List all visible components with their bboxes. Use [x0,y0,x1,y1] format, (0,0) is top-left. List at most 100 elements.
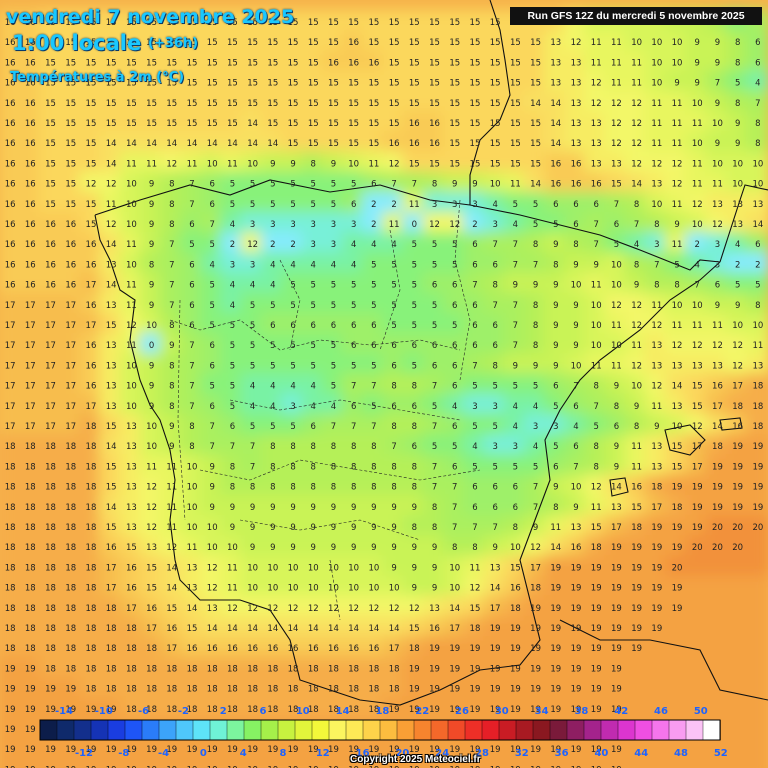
temperature-cell [159,171,184,196]
grid-value: 2 [735,260,740,270]
temperature-cell [685,171,710,196]
grid-value: 5 [290,341,295,351]
grid-value: 19 [591,604,602,614]
grid-value: 15 [368,18,379,28]
temperature-cell [220,30,245,55]
grid-value: 17 [45,301,56,311]
grid-value: 20 [732,523,743,533]
temperature-cell [483,434,508,459]
temperature-cell [361,312,386,338]
temperature-cell [240,413,265,439]
temperature-cell [179,90,205,115]
temperature-cell [78,110,104,136]
grid-value: 9 [735,139,740,149]
temperature-cell [18,232,43,257]
grid-value: 7 [452,503,457,513]
temperature-cell [503,333,528,358]
temperature-cell [139,171,164,196]
grid-value: 5 [209,281,214,291]
legend-label-bottom: 0 [200,748,207,759]
temperature-cell [341,211,366,237]
temperature-cell [382,413,407,439]
temperature-cell [179,292,205,317]
temperature-cell [179,232,205,257]
grid-value: 7 [492,240,497,250]
temperature-cell [705,373,730,398]
grid-value: 18 [45,664,56,674]
grid-value: 16 [5,180,16,190]
grid-value: 5 [452,240,457,250]
temperature-cell [361,333,386,358]
legend-label-top: -10 [95,706,113,717]
grid-value: 4 [513,402,518,412]
grid-value: 5 [270,180,275,190]
temperature-cell [18,292,43,317]
grid-value: 8 [331,442,336,452]
temperature-cell [240,151,265,176]
temperature-cell [38,252,63,277]
legend-label-top: -2 [178,706,189,717]
grid-value: 12 [348,604,359,614]
temperature-cell [584,70,609,95]
grid-value: 8 [513,523,518,533]
grid-value: 15 [45,58,56,68]
grid-value: 15 [45,159,56,169]
temperature-cell [0,131,23,156]
grid-value: 7 [513,321,518,331]
temperature-cell [159,90,184,115]
temperature-cell [584,434,609,459]
temperature-cell [341,373,366,398]
forecast-parameter: Températures à 2m (°C) [10,70,185,85]
temperature-cell [321,151,346,176]
temperature-cell [624,353,649,378]
legend-label-bottom: 44 [634,748,648,759]
grid-value: 15 [45,180,56,190]
temperature-cell [604,211,629,237]
temperature-cell [604,272,629,297]
temperature-cell [58,90,83,115]
grid-value: 14 [106,503,117,513]
temperature-cell [382,110,407,136]
grid-value: 5 [331,301,336,311]
grid-value: 11 [227,563,238,573]
grid-value: 18 [106,624,117,634]
temperature-cell [664,151,690,176]
temperature-cell [483,353,508,378]
legend-swatch [651,719,670,741]
grid-value: 11 [591,38,602,48]
grid-value: 11 [672,200,683,210]
grid-value: 18 [106,664,117,674]
temperature-cell [705,312,730,338]
grid-value: 6 [513,503,518,513]
grid-value: 13 [571,119,582,129]
temperature-cell [179,110,205,136]
temperature-cell [584,333,609,358]
grid-value: 16 [429,119,440,129]
temperature-cell [483,272,508,297]
grid-value: 5 [311,200,316,210]
grid-value: 9 [371,503,376,513]
grid-value: 4 [331,260,336,270]
grid-value: 10 [651,58,662,68]
grid-value: 15 [227,79,238,89]
grid-value: 6 [614,422,619,432]
grid-value: 7 [432,382,437,392]
temperature-cell [301,373,326,398]
temperature-cell [78,171,104,196]
grid-value: 11 [227,584,238,594]
grid-value: 9 [412,563,417,573]
grid-value: 3 [553,422,558,432]
legend-label-bottom: 8 [280,748,287,759]
temperature-cell [402,70,427,95]
grid-value: 18 [65,604,76,614]
temperature-cell [321,110,346,136]
grid-value: 14 [308,624,319,634]
temperature-cell [139,413,164,439]
temperature-cell [705,413,730,439]
temperature-cell [341,171,366,196]
grid-value: 13 [187,563,198,573]
grid-value: 9 [735,301,740,311]
grid-value: 19 [571,644,582,654]
grid-value: 15 [409,624,420,634]
temperature-field [0,9,768,768]
